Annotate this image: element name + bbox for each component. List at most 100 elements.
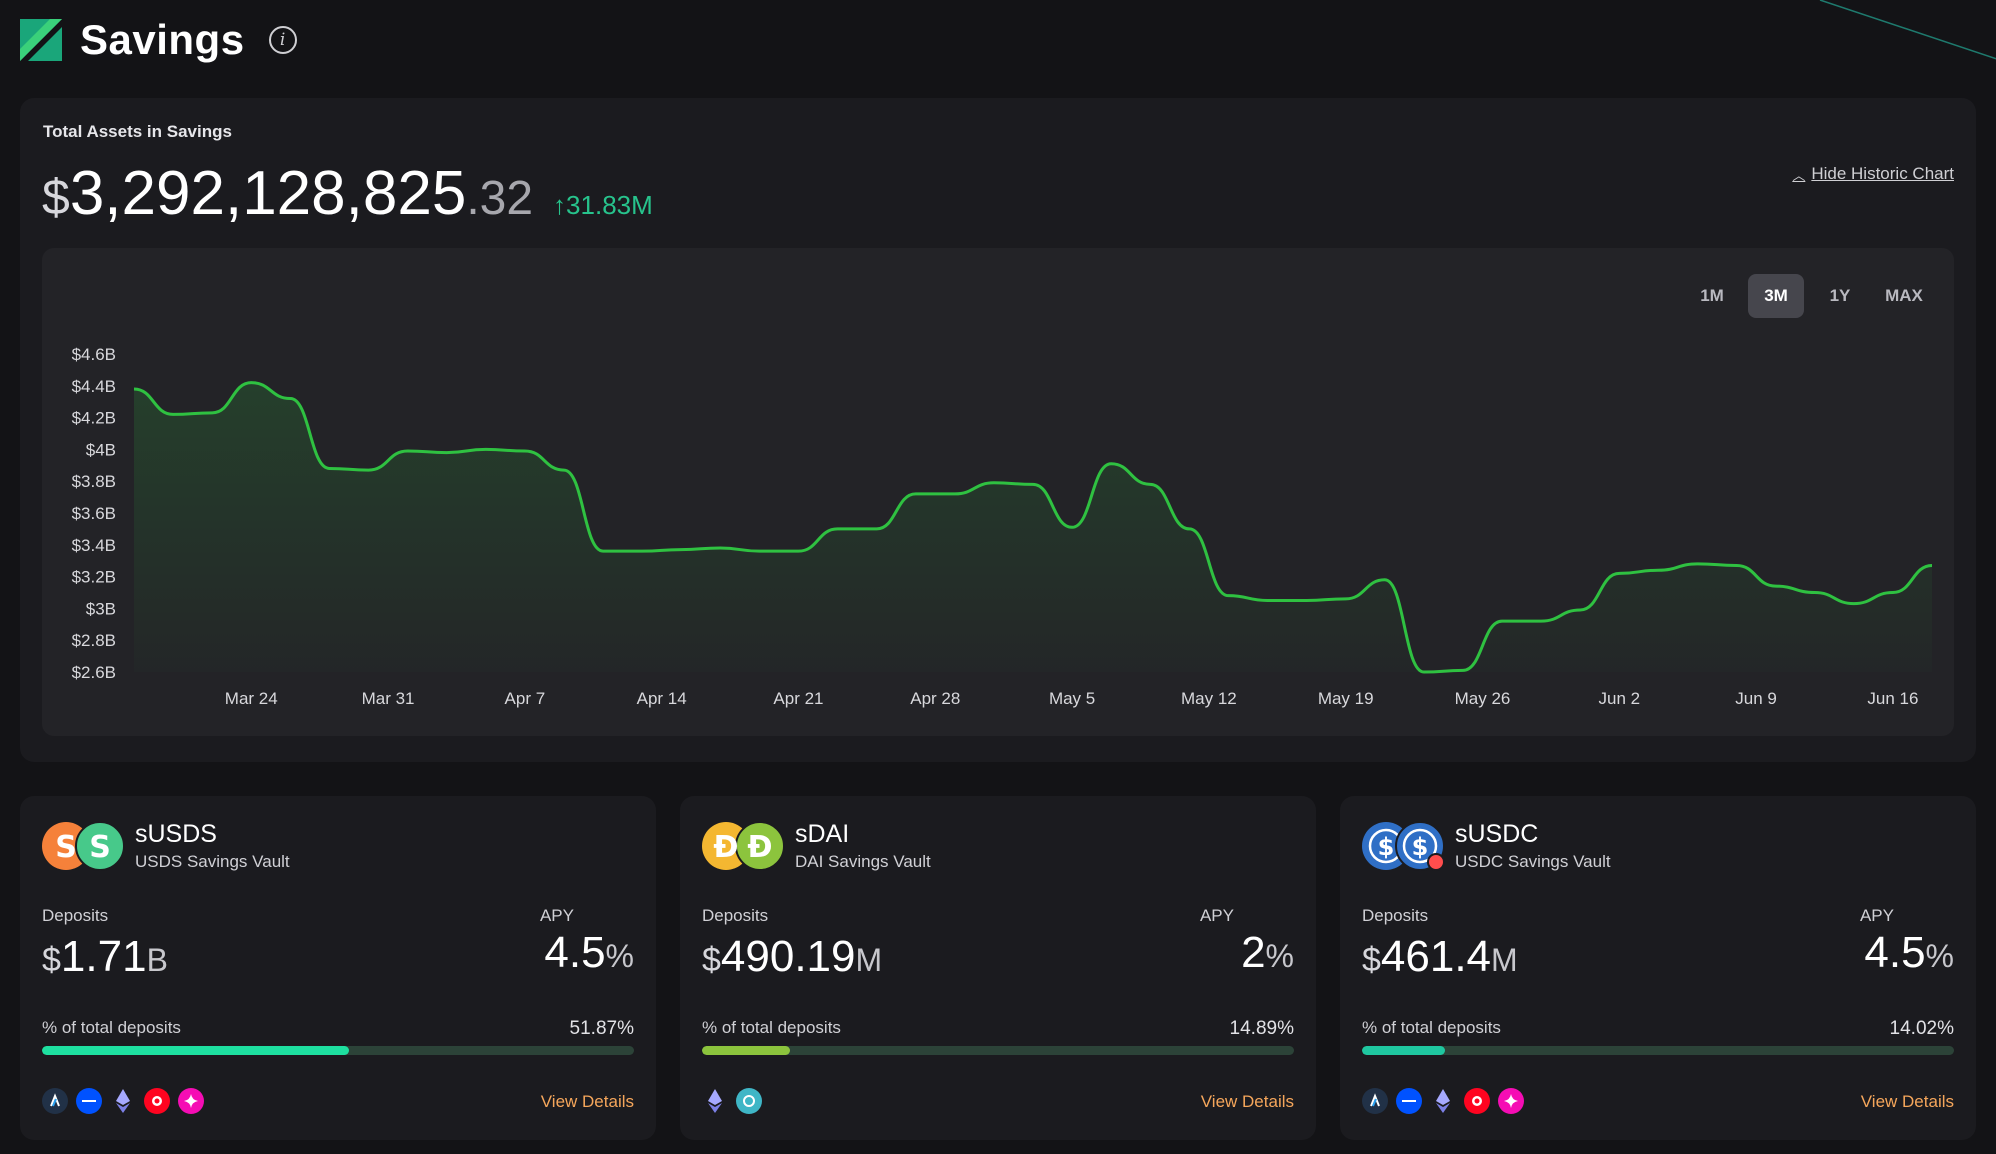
- x-tick-label: May 5: [1049, 689, 1095, 708]
- view-details-link[interactable]: View Details: [1860, 1092, 1954, 1111]
- apy-percent-sign: %: [1925, 938, 1954, 974]
- network-icons: [702, 1088, 762, 1114]
- share-value: 14.89%: [1229, 1018, 1294, 1039]
- apy-value: 4.5 %: [544, 928, 634, 978]
- deposits-unit: M: [1491, 942, 1518, 978]
- y-tick-label: $2.8B: [72, 631, 116, 650]
- total-assets-amount: 3,292,128,825: [69, 159, 467, 228]
- x-tick-label: May 12: [1181, 689, 1237, 708]
- vault-card-susds[interactable]: S S sUSDS USDS Savings Vault Deposits AP…: [20, 796, 656, 1140]
- share-progress-bar: [42, 1046, 634, 1055]
- y-tick-label: $4B: [86, 440, 116, 459]
- share-value: 14.02%: [1889, 1018, 1954, 1039]
- x-tick-label: Mar 31: [362, 689, 415, 708]
- range-tab-max[interactable]: MAX: [1885, 286, 1923, 305]
- hide-historic-chart-label: Hide Historic Chart: [1811, 164, 1954, 183]
- decorative-line: [1819, 0, 1996, 60]
- range-tab-3m[interactable]: 3M: [1748, 274, 1804, 318]
- ethereum-icon: [1430, 1088, 1456, 1114]
- apy-amount: 4.5: [1864, 928, 1926, 977]
- share-progress-bar: [702, 1046, 1294, 1055]
- vault-subtitle: USDC Savings Vault: [1455, 852, 1611, 871]
- x-tick-label: May 26: [1455, 689, 1511, 708]
- vault-name: sUSDC: [1455, 820, 1539, 848]
- vault-subtitle: USDS Savings Vault: [135, 852, 290, 871]
- svg-text:Đ: Đ: [747, 830, 772, 865]
- apy-percent-sign: %: [1265, 938, 1294, 974]
- y-tick-label: $3.6B: [72, 504, 116, 523]
- sdai-token-icon: Đ Đ: [702, 821, 785, 871]
- share-progress-fill: [42, 1046, 350, 1055]
- x-tick-label: Jun 16: [1867, 689, 1918, 708]
- x-tick-label: Apr 7: [505, 689, 546, 708]
- deposits-label: Deposits: [1362, 906, 1429, 925]
- deposits-unit: M: [855, 942, 883, 978]
- svg-text:S: S: [55, 830, 77, 865]
- total-assets-panel: Total Assets in Savings $ 3,292,128,825 …: [20, 98, 1976, 762]
- arbitrum-icon: [1362, 1088, 1388, 1114]
- x-tick-label: May 19: [1318, 689, 1374, 708]
- deposits-amount: 461.4: [1380, 932, 1492, 981]
- deposits-value: $ 1.71 B: [42, 932, 168, 982]
- hide-historic-chart-button[interactable]: ︿ Hide Historic Chart: [1792, 164, 1954, 184]
- apy-label: APY: [539, 906, 574, 925]
- apy-amount: 4.5: [544, 928, 606, 977]
- deposits-amount: 1.71: [60, 932, 147, 981]
- unichain-icon: [1498, 1088, 1524, 1114]
- vault-name: sDAI: [795, 820, 850, 848]
- y-tick-label: $2.6B: [72, 663, 116, 682]
- y-tick-label: $3B: [86, 599, 116, 618]
- x-tick-label: Jun 9: [1735, 689, 1777, 708]
- apy-label: APY: [1859, 906, 1894, 925]
- x-tick-label: Apr 14: [637, 689, 687, 708]
- currency-symbol: $: [42, 169, 70, 225]
- sky-logo-icon: [20, 19, 62, 61]
- range-tabs: 1M 3M 1Y MAX: [1684, 274, 1932, 318]
- currency-symbol: $: [1362, 941, 1381, 979]
- range-tab-1y[interactable]: 1Y: [1829, 286, 1851, 305]
- y-tick-label: $3.2B: [72, 568, 116, 587]
- y-tick-label: $3.8B: [72, 472, 116, 491]
- optimism-icon: [144, 1088, 170, 1114]
- chevron-up-icon: ︿: [1792, 167, 1806, 183]
- view-details-link[interactable]: View Details: [1200, 1092, 1294, 1111]
- x-tick-label: Jun 2: [1599, 689, 1641, 708]
- apy-value: 2 %: [1241, 928, 1294, 978]
- info-icon[interactable]: i: [268, 26, 297, 54]
- share-progress-fill: [702, 1046, 791, 1055]
- share-label: % of total deposits: [702, 1018, 841, 1037]
- historic-chart: $4.6B $4.4B $4.2B $4B $3.8B $3.6B $3.4B $3.2B $3…: [42, 248, 1954, 736]
- network-icons: [1362, 1088, 1524, 1114]
- arbitrum-icon: [42, 1088, 68, 1114]
- base-icon: [76, 1088, 102, 1114]
- currency-symbol: $: [702, 941, 721, 979]
- total-assets-change: ↑31.83M: [553, 190, 653, 220]
- share-progress-bar: [1362, 1046, 1954, 1055]
- share-label: % of total deposits: [42, 1018, 181, 1037]
- deposits-value: $ 490.19 M: [702, 932, 882, 982]
- apy-value: 4.5 %: [1864, 928, 1954, 978]
- x-tick-label: Mar 24: [225, 689, 278, 708]
- total-assets-cents: .32: [466, 172, 534, 225]
- gnosis-icon: [736, 1088, 762, 1114]
- y-tick-label: $3.4B: [72, 536, 116, 555]
- share-value: 51.87%: [569, 1018, 634, 1039]
- page-title: Savings: [80, 16, 245, 63]
- susdc-token-icon: $ $: [1362, 821, 1445, 871]
- susds-token-icon: S S: [42, 821, 125, 871]
- vault-card-susdc[interactable]: $ $ sUSDC USDC Savings Vault Deposits AP…: [1340, 796, 1976, 1140]
- deposits-amount: 490.19: [720, 932, 856, 981]
- unichain-icon: [178, 1088, 204, 1114]
- ethereum-icon: [110, 1088, 136, 1114]
- svg-text:Đ: Đ: [713, 830, 738, 865]
- x-tick-label: Apr 21: [773, 689, 823, 708]
- apy-percent-sign: %: [605, 938, 634, 974]
- share-label: % of total deposits: [1362, 1018, 1501, 1037]
- network-icons: [42, 1088, 204, 1114]
- vault-card-sdai[interactable]: Đ Đ sDAI DAI Savings Vault Deposits APY …: [680, 796, 1316, 1140]
- view-details-link[interactable]: View Details: [540, 1092, 634, 1111]
- deposits-label: Deposits: [702, 906, 769, 925]
- range-tab-1m[interactable]: 1M: [1700, 286, 1724, 305]
- deposits-label: Deposits: [42, 906, 109, 925]
- svg-text:$: $: [1378, 833, 1395, 861]
